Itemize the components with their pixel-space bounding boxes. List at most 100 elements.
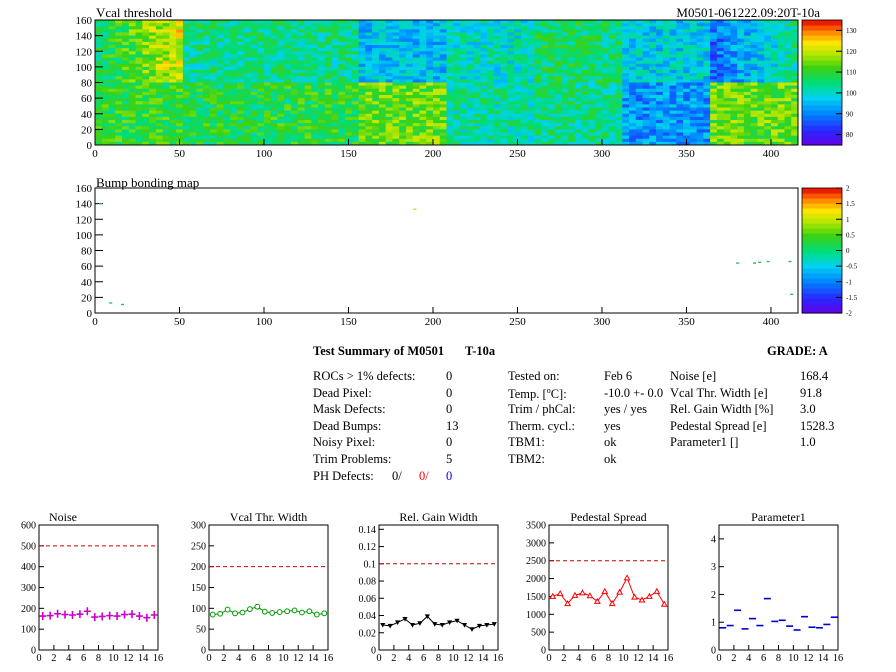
threshold-cell: [426, 123, 434, 127]
threshold-cell: [750, 107, 758, 112]
threshold-cell: [263, 66, 272, 71]
threshold-cell: [439, 48, 447, 52]
threshold-cell: [635, 98, 643, 102]
threshold-cell: [209, 45, 218, 49]
threshold-cell: [683, 129, 691, 133]
threshold-cell: [291, 66, 299, 71]
threshold-cell: [223, 38, 231, 43]
threshold-cell: [345, 85, 353, 90]
threshold-cell: [372, 66, 380, 71]
degree-sign: o: [546, 385, 551, 395]
threshold-cell: [223, 82, 231, 87]
threshold-cell: [676, 132, 684, 137]
threshold-cell: [500, 88, 508, 93]
threshold-cell: [176, 135, 184, 140]
threshold-cell: [710, 51, 718, 55]
threshold-cell: [791, 85, 799, 90]
threshold-cell: [581, 85, 589, 90]
threshold-cell: [426, 135, 434, 140]
threshold-cell: [696, 70, 704, 74]
threshold-colorbar-segment: [802, 100, 842, 106]
threshold-cell: [534, 101, 542, 105]
threshold-cell: [784, 41, 792, 46]
threshold-cell: [561, 98, 569, 102]
threshold-cell: [466, 73, 474, 77]
threshold-cell: [635, 70, 643, 74]
threshold-cell: [764, 129, 772, 133]
threshold-cell: [487, 57, 495, 62]
threshold-cell: [608, 35, 616, 40]
threshold-cell: [311, 120, 319, 124]
threshold-cell: [723, 54, 731, 58]
threshold-cell: [142, 141, 150, 146]
threshold-cell: [345, 48, 353, 52]
threshold-cell: [777, 29, 785, 33]
threshold-cell: [209, 63, 218, 68]
threshold-cell: [169, 48, 177, 52]
threshold-cell: [716, 63, 725, 68]
threshold-cell: [149, 82, 157, 87]
threshold-cell: [514, 66, 522, 71]
threshold-cell: [514, 82, 522, 87]
threshold-cell: [372, 29, 380, 33]
threshold-cell: [547, 41, 556, 46]
threshold-cell: [311, 91, 319, 96]
threshold-cell: [372, 95, 380, 99]
threshold-cell: [608, 123, 616, 127]
threshold-cell: [270, 51, 278, 55]
threshold-cell: [318, 138, 326, 143]
threshold-cell: [473, 120, 481, 124]
threshold-cell: [615, 113, 623, 118]
threshold-cell: [426, 20, 434, 24]
noise-frame: [38, 524, 159, 651]
threshold-cell: [737, 73, 745, 77]
threshold-cell: [743, 57, 752, 62]
threshold-cell: [784, 107, 792, 112]
threshold-cell: [277, 101, 285, 105]
threshold-cell: [520, 26, 529, 30]
pedestal-spread-y-tick-label: 1000: [526, 610, 546, 621]
threshold-cell: [351, 138, 360, 143]
threshold-cell: [318, 120, 326, 124]
threshold-cell: [791, 110, 799, 115]
threshold-cell: [696, 104, 704, 108]
threshold-cell: [568, 104, 576, 108]
threshold-cell: [574, 129, 583, 133]
threshold-cell: [149, 129, 157, 133]
threshold-cell: [345, 60, 353, 65]
threshold-cell: [649, 113, 657, 118]
threshold-cell: [196, 38, 204, 43]
threshold-cell: [155, 51, 163, 55]
threshold-cell: [115, 101, 123, 105]
bump-colorbar-segment: [802, 243, 842, 249]
threshold-cell: [520, 91, 529, 96]
threshold-cell: [230, 20, 238, 24]
threshold-cell: [770, 51, 779, 55]
parameter1-frame: [718, 524, 839, 651]
threshold-cell: [270, 104, 278, 108]
threshold-cell: [439, 82, 447, 87]
threshold-cell: [507, 85, 515, 90]
threshold-cell: [581, 35, 589, 40]
threshold-cell: [635, 66, 643, 71]
threshold-cell: [338, 132, 346, 137]
threshold-cell: [169, 29, 177, 33]
threshold-cell: [615, 132, 623, 137]
threshold-cell: [568, 35, 576, 40]
condition-value: ok: [604, 435, 617, 449]
threshold-cell: [365, 60, 373, 65]
threshold-cell: [568, 54, 576, 58]
threshold-cell: [554, 76, 562, 80]
threshold-cell: [250, 123, 258, 127]
threshold-cell: [608, 110, 616, 115]
threshold-cell: [135, 57, 143, 62]
threshold-cell: [676, 76, 684, 80]
threshold-cell: [493, 135, 501, 140]
threshold-cell: [358, 123, 366, 127]
threshold-cell: [358, 104, 366, 108]
threshold-cell: [182, 41, 191, 46]
threshold-cell: [520, 82, 529, 87]
threshold-cell: [115, 73, 123, 77]
threshold-cell: [561, 70, 569, 74]
threshold-cell: [662, 20, 670, 24]
